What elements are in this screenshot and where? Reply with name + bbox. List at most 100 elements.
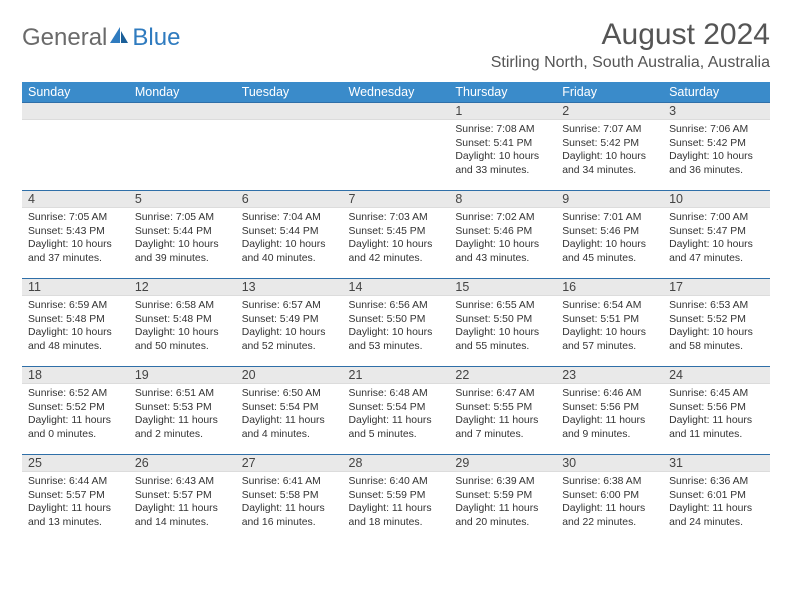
- calendar-day-cell: [129, 103, 236, 191]
- day-details: Sunrise: 7:08 AMSunset: 5:41 PMDaylight:…: [449, 120, 556, 181]
- brand-sail-icon: [108, 24, 130, 52]
- calendar-day-cell: 26Sunrise: 6:43 AMSunset: 5:57 PMDayligh…: [129, 455, 236, 543]
- day-number: 16: [556, 279, 663, 296]
- sunrise-line: Sunrise: 6:46 AM: [562, 388, 641, 399]
- daylight-line: Daylight: 11 hours and 22 minutes.: [562, 503, 645, 528]
- calendar-week-row: 25 Sunrise: 6:44 AM Sunset: 5:57 PM Dayligh…: [22, 455, 770, 543]
- day-number: 8: [449, 191, 556, 208]
- day-details: Sunrise: 6:54 AMSunset: 5:51 PMDaylight:…: [556, 296, 663, 357]
- sunrise-line: Sunrise: 6:47 AM: [455, 388, 534, 399]
- day-number: 17: [663, 279, 770, 296]
- daylight-line: Daylight: 10 hours and 52 minutes.: [242, 327, 326, 352]
- sunrise-line: Sunrise: 6:36 AM: [669, 476, 748, 487]
- daylight-line: Daylight: 11 hours and 16 minutes.: [242, 503, 325, 528]
- day-number: 5: [129, 191, 236, 208]
- calendar-day-cell: 2Sunrise: 7:07 AMSunset: 5:42 PMDaylight…: [556, 103, 663, 191]
- day-number: 25: [22, 455, 129, 472]
- day-number: 3: [663, 103, 770, 120]
- weekday-header: Sunday: [22, 82, 129, 103]
- daylight-line: Daylight: 10 hours and 34 minutes.: [562, 151, 646, 176]
- sunrise-line: Sunrise: 6:55 AM: [455, 300, 534, 311]
- daylight-line: Daylight: 11 hours and 9 minutes.: [562, 415, 645, 440]
- sunset-line: Sunset: 5:57 PM: [28, 490, 105, 501]
- calendar-day-cell: 17Sunrise: 6:53 AMSunset: 5:52 PMDayligh…: [663, 279, 770, 367]
- day-details: Sunrise: 6:57 AM Sunset: 5:49 PM Daylight:…: [236, 296, 343, 357]
- sunrise-line: Sunrise: 6:48 AM: [349, 388, 428, 399]
- sunset-line: Sunset: 5:56 PM: [562, 402, 639, 413]
- sunset-line: Sunset: 5:54 PM: [242, 402, 319, 413]
- calendar-day-cell: 28Sunrise: 6:40 AMSunset: 5:59 PMDayligh…: [343, 455, 450, 543]
- sunset-line: Sunset: 5:54 PM: [349, 402, 426, 413]
- location-line: Stirling North, South Australia, Austral…: [491, 54, 770, 72]
- sunrise-line: Sunrise: 6:57 AM: [242, 300, 321, 311]
- weekday-header: Saturday: [663, 82, 770, 103]
- calendar-day-cell: 14Sunrise: 6:56 AMSunset: 5:50 PMDayligh…: [343, 279, 450, 367]
- day-details: Sunrise: 6:59 AMSunset: 5:48 PMDaylight:…: [22, 296, 129, 357]
- daylight-line: Daylight: 10 hours and 58 minutes.: [669, 327, 753, 352]
- sunset-line: Sunset: 5:53 PM: [135, 402, 212, 413]
- sunrise-line: Sunrise: 6:56 AM: [349, 300, 428, 311]
- sunset-line: Sunset: 5:42 PM: [562, 138, 639, 149]
- day-details: Sunrise: 6:45 AMSunset: 5:56 PMDaylight:…: [663, 384, 770, 445]
- calendar-day-cell: 9Sunrise: 7:01 AMSunset: 5:46 PMDaylight…: [556, 191, 663, 279]
- sunrise-line: Sunrise: 7:05 AM: [135, 212, 214, 223]
- day-number: 27: [236, 455, 343, 472]
- daylight-line: Daylight: 11 hours and 11 minutes.: [669, 415, 752, 440]
- sunrise-line: Sunrise: 7:05 AM: [28, 212, 107, 223]
- brand-part1: General: [22, 24, 107, 52]
- sunrise-line: Sunrise: 6:44 AM: [28, 476, 107, 487]
- sunrise-line: Sunrise: 6:52 AM: [28, 388, 107, 399]
- calendar-week-row: 11Sunrise: 6:59 AMSunset: 5:48 PMDayligh…: [22, 279, 770, 367]
- day-number: 12: [129, 279, 236, 296]
- calendar-day-cell: 15Sunrise: 6:55 AMSunset: 5:50 PMDayligh…: [449, 279, 556, 367]
- day-details: Sunrise: 6:51 AMSunset: 5:53 PMDaylight:…: [129, 384, 236, 445]
- daylight-line: Daylight: 10 hours and 53 minutes.: [349, 327, 433, 352]
- calendar-day-cell: 18Sunrise: 6:52 AMSunset: 5:52 PMDayligh…: [22, 367, 129, 455]
- sunset-line: Sunset: 5:55 PM: [455, 402, 532, 413]
- calendar-day-cell: 6Sunrise: 7:04 AMSunset: 5:44 PMDaylight…: [236, 191, 343, 279]
- day-number: 24: [663, 367, 770, 384]
- day-details: Sunrise: 7:01 AMSunset: 5:46 PMDaylight:…: [556, 208, 663, 269]
- day-number: [343, 103, 450, 120]
- daylight-line: Daylight: 11 hours and 5 minutes.: [349, 415, 432, 440]
- day-number: 22: [449, 367, 556, 384]
- brand-logo: General Blue: [22, 24, 180, 52]
- sunset-line: Sunset: 5:46 PM: [562, 226, 639, 237]
- day-details: Sunrise: 6:53 AMSunset: 5:52 PMDaylight:…: [663, 296, 770, 357]
- sunset-line: Sunset: 5:51 PM: [562, 314, 639, 325]
- calendar-day-cell: 16Sunrise: 6:54 AMSunset: 5:51 PMDayligh…: [556, 279, 663, 367]
- sunset-line: Sunset: 5:41 PM: [455, 138, 532, 149]
- day-number: [236, 103, 343, 120]
- sunrise-line: Sunrise: 7:07 AM: [562, 124, 641, 135]
- daylight-line: Daylight: 10 hours and 50 minutes.: [135, 327, 219, 352]
- daylight-line: Daylight: 11 hours and 13 minutes.: [28, 503, 111, 528]
- sunrise-line: Sunrise: 7:02 AM: [455, 212, 534, 223]
- sunrise-line: Sunrise: 6:58 AM: [135, 300, 214, 311]
- calendar-day-cell: 27Sunrise: 6:41 AMSunset: 5:58 PMDayligh…: [236, 455, 343, 543]
- daylight-line: Daylight: 11 hours and 20 minutes.: [455, 503, 538, 528]
- sunrise-line: Sunrise: 7:03 AM: [349, 212, 428, 223]
- calendar-week-row: 4Sunrise: 7:05 AMSunset: 5:43 PMDaylight…: [22, 191, 770, 279]
- sunset-line: Sunset: 5:49 PM: [242, 314, 319, 325]
- daylight-line: Daylight: 11 hours and 2 minutes.: [135, 415, 218, 440]
- calendar-day-cell: 19Sunrise: 6:51 AMSunset: 5:53 PMDayligh…: [129, 367, 236, 455]
- daylight-line: Daylight: 10 hours and 43 minutes.: [455, 239, 539, 264]
- day-number: 18: [22, 367, 129, 384]
- sunrise-line: Sunrise: 6:59 AM: [28, 300, 107, 311]
- daylight-line: Daylight: 11 hours and 14 minutes.: [135, 503, 218, 528]
- calendar-day-cell: 5Sunrise: 7:05 AMSunset: 5:44 PMDaylight…: [129, 191, 236, 279]
- sunrise-line: Sunrise: 7:04 AM: [242, 212, 321, 223]
- calendar-day-cell: 7Sunrise: 7:03 AMSunset: 5:45 PMDaylight…: [343, 191, 450, 279]
- calendar-day-cell: 10Sunrise: 7:00 AMSunset: 5:47 PMDayligh…: [663, 191, 770, 279]
- day-number: 9: [556, 191, 663, 208]
- daylight-line: Daylight: 10 hours and 39 minutes.: [135, 239, 219, 264]
- calendar-day-cell: 22 Sunrise: 6:47 AM Sunset: 5:55 PM Dayligh…: [449, 367, 556, 455]
- day-number: 14: [343, 279, 450, 296]
- sunset-line: Sunset: 5:59 PM: [349, 490, 426, 501]
- sunrise-line: Sunrise: 6:40 AM: [349, 476, 428, 487]
- sunset-line: Sunset: 5:59 PM: [455, 490, 532, 501]
- day-number: 15: [449, 279, 556, 296]
- sunrise-line: Sunrise: 7:01 AM: [562, 212, 641, 223]
- daylight-line: Daylight: 11 hours and 7 minutes.: [455, 415, 538, 440]
- sunrise-line: Sunrise: 7:08 AM: [455, 124, 534, 135]
